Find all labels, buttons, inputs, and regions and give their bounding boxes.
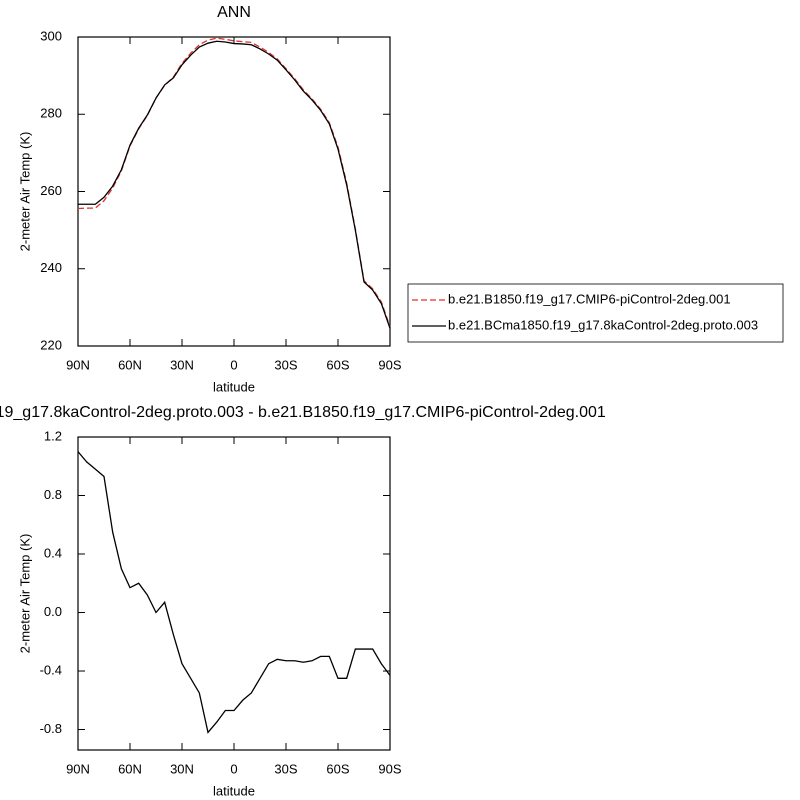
x-tick-label: 0 xyxy=(230,357,237,372)
legend-label: b.e21.BCma1850.f19_g17.8kaControl-2deg.p… xyxy=(448,317,758,332)
x-tick-label: 0 xyxy=(230,761,237,776)
series-line xyxy=(77,37,391,327)
y-tick-label: 260 xyxy=(40,183,62,198)
y-tick-label: 300 xyxy=(40,28,62,43)
x-tick-label: 90N xyxy=(66,761,90,776)
x-tick-label: 90S xyxy=(378,761,401,776)
y-tick-label: -0.8 xyxy=(40,721,62,736)
y-tick-label: 0.0 xyxy=(44,604,62,619)
x-tick-label: 90N xyxy=(66,357,90,372)
x-tick-label: 60S xyxy=(326,761,349,776)
x-tick-label: 30S xyxy=(274,761,297,776)
y-tick-label: 0.4 xyxy=(44,545,62,560)
series-line xyxy=(78,40,391,329)
chart-title: ANN xyxy=(217,4,251,21)
y-axis-label: 2-meter Air Temp (K) xyxy=(17,534,32,654)
x-tick-label: 30S xyxy=(274,357,297,372)
y-tick-label: 280 xyxy=(40,106,62,121)
x-axis-label: latitude xyxy=(213,379,255,394)
y-tick-label: 240 xyxy=(40,260,62,275)
legend-label: b.e21.B1850.f19_g17.CMIP6-piControl-2deg… xyxy=(448,291,731,306)
y-tick-label: 1.2 xyxy=(44,428,62,443)
y-tick-label: 220 xyxy=(40,337,62,352)
chart-title: b.e21.BCma1850.f19_g17.8kaControl-2deg.p… xyxy=(0,404,606,421)
plot-frame xyxy=(77,436,391,751)
x-axis-label: latitude xyxy=(213,783,255,798)
y-tick-label: -0.4 xyxy=(40,662,62,677)
plot-frame xyxy=(77,36,391,347)
x-tick-label: 60N xyxy=(118,357,142,372)
legend-box xyxy=(407,283,784,343)
x-tick-label: 60N xyxy=(118,761,142,776)
x-tick-label: 30N xyxy=(170,357,194,372)
y-tick-label: 0.8 xyxy=(44,487,62,502)
y-axis-label: 2-meter Air Temp (K) xyxy=(17,132,32,252)
x-tick-label: 60S xyxy=(326,357,349,372)
x-tick-label: 90S xyxy=(378,357,401,372)
series-line xyxy=(77,451,391,734)
x-tick-label: 30N xyxy=(170,761,194,776)
